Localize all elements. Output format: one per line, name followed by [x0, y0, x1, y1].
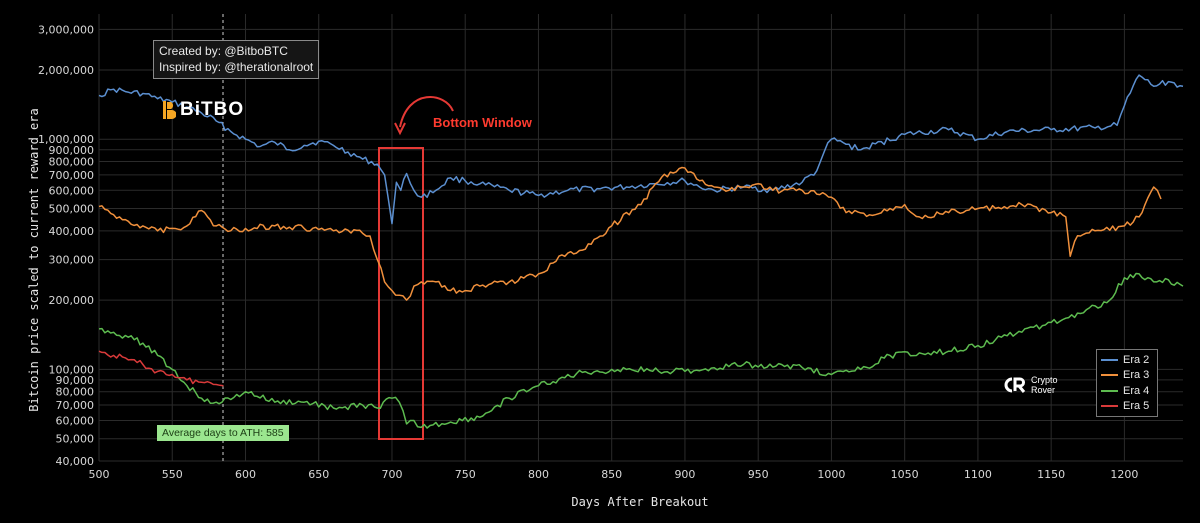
x-tick-label: 800 [528, 468, 549, 481]
legend-swatch [1101, 405, 1118, 408]
y-tick-label: 800,000 [49, 156, 95, 169]
bitbo-wordmark: BiTBO [180, 99, 245, 120]
x-tick-label: 750 [455, 468, 476, 481]
crypto-rover-watermark: Crypto Rover [1002, 375, 1058, 395]
credit-created-by: Created by: @BitboBTC [159, 44, 288, 58]
legend-item-era-2[interactable]: Era 2 [1101, 352, 1157, 368]
x-tick-label: 1100 [964, 468, 992, 481]
bottom-window-highlight [378, 147, 424, 440]
y-tick-label: 700,000 [49, 169, 95, 182]
legend-item-era-5[interactable]: Era 5 [1101, 399, 1157, 415]
y-tick-label: 70,000 [56, 399, 95, 412]
series-line-era-3 [98, 166, 1162, 301]
x-tick-label: 600 [235, 468, 256, 481]
legend-item-era-4[interactable]: Era 4 [1101, 383, 1157, 399]
y-tick-label: 90,000 [56, 374, 95, 387]
y-tick-label: 60,000 [56, 414, 95, 427]
x-axis-title: Days After Breakout [571, 495, 708, 509]
x-tick-label: 1150 [1037, 468, 1065, 481]
x-tick-label: 650 [308, 468, 329, 481]
x-tick-label: 1200 [1110, 468, 1138, 481]
y-tick-label: 100,000 [49, 363, 95, 376]
legend-swatch [1101, 358, 1118, 361]
y-tick-label: 80,000 [56, 386, 95, 399]
series-line-era-5 [98, 350, 224, 387]
credit-inspired-by: Inspired by: @therationalroot [159, 60, 314, 74]
y-tick-label: 2,000,000 [38, 64, 94, 77]
legend-item-era-3[interactable]: Era 3 [1101, 368, 1157, 384]
arrow-head [394, 122, 406, 136]
legend: Era 2 Era 3 Era 4 Era 5 [1096, 349, 1158, 417]
legend-label: Era 3 [1123, 369, 1150, 382]
legend-swatch [1101, 389, 1118, 392]
ath-label: Average days to ATH: 585 [157, 425, 289, 441]
series-line-era-4 [98, 272, 1184, 429]
legend-label: Era 5 [1123, 400, 1150, 413]
series-line-era-2 [98, 74, 1184, 225]
y-tick-label: 900,000 [49, 144, 95, 157]
axis-ticks: 500 550 600 650 700 750 800 850 900 950 1000 1050 11… [38, 23, 1138, 481]
x-tick-label: 900 [674, 468, 695, 481]
x-tick-label: 1050 [891, 468, 919, 481]
x-tick-label: 500 [89, 468, 110, 481]
y-tick-label: 600,000 [49, 184, 95, 197]
x-tick-label: 850 [601, 468, 622, 481]
gridlines [98, 14, 1183, 462]
y-tick-label: 3,000,000 [38, 23, 94, 36]
x-tick-label: 1000 [817, 468, 845, 481]
y-tick-label: 400,000 [49, 225, 95, 238]
watermark-line1: Crypto [1031, 375, 1058, 385]
legend-swatch [1101, 374, 1118, 377]
watermark-line2: Rover [1031, 385, 1056, 395]
legend-label: Era 2 [1123, 353, 1150, 366]
y-tick-label: 200,000 [49, 294, 95, 307]
y-tick-label: 40,000 [56, 455, 95, 468]
y-tick-label: 50,000 [56, 433, 95, 446]
y-tick-label: 300,000 [49, 254, 95, 267]
x-tick-label: 950 [748, 468, 769, 481]
bottom-window-arrow [399, 96, 454, 128]
bottom-window-label: Bottom Window [433, 115, 532, 130]
y-tick-label: 1,000,000 [38, 133, 94, 146]
y-tick-label: 500,000 [49, 203, 95, 216]
x-tick-label: 550 [162, 468, 183, 481]
series-lines [98, 74, 1184, 429]
x-tick-label: 700 [381, 468, 402, 481]
bitbo-icon [163, 101, 176, 119]
credit-box: Created by: @BitboBTC Inspired by: @ther… [153, 40, 320, 79]
bitbo-logo: BiTBO [162, 99, 244, 121]
crypto-rover-icon [1004, 377, 1026, 393]
legend-label: Era 4 [1123, 384, 1150, 397]
y-axis-title: Bitcoin price scaled to current reward e… [27, 108, 41, 411]
